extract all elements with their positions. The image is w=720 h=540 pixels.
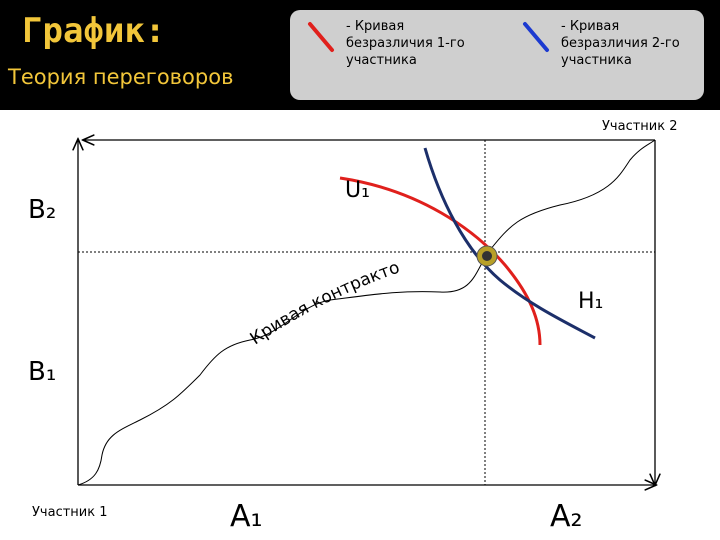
legend-text: - Кривая <box>346 19 404 34</box>
participant-2: Участник 2 <box>602 119 678 134</box>
legend-text: участника <box>561 53 632 68</box>
legend: - Кривая безразличия 1-го участника - Крива… <box>308 19 680 68</box>
title: График: <box>22 11 165 51</box>
axes <box>78 140 655 485</box>
legend-swatch <box>523 22 549 52</box>
equilibrium-point-core <box>482 251 492 261</box>
indifference-curve-1 <box>339 176 542 346</box>
legend-text: безразличия 1-го <box>346 36 465 51</box>
subtitle: Теория переговоров <box>7 65 233 89</box>
contract-curve <box>77 139 656 486</box>
legend-text: - Кривая <box>561 19 619 34</box>
h1-label: H₁ <box>578 289 603 314</box>
legend-box <box>290 10 704 100</box>
legend-swatch <box>308 22 334 52</box>
u1-label: U₁ <box>345 178 370 203</box>
legend-text: безразличия 2-го <box>561 36 680 51</box>
a1-label: A₁ <box>230 499 263 534</box>
indifference-curve-2 <box>423 147 596 340</box>
legend-text: участника <box>346 53 417 68</box>
b1-label: B₁ <box>28 357 56 387</box>
a2-label: A₂ <box>550 499 583 534</box>
participant-1: Участник 1 <box>32 505 108 520</box>
b2-label: B₂ <box>28 195 56 225</box>
